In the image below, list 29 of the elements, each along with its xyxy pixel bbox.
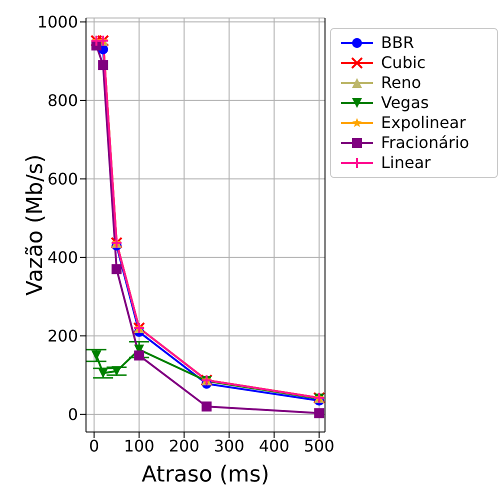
y-axis-title: Vazão (Mb/s)	[22, 154, 48, 296]
x-tick-label: 300	[214, 436, 244, 456]
x-tick-label: 100	[124, 436, 154, 456]
point	[98, 368, 108, 378]
y-tick-label: 0	[68, 405, 78, 424]
legend-label: Reno	[381, 73, 422, 93]
y-tick-label: 1000	[37, 12, 78, 32]
x-tick-label: 500	[304, 436, 334, 456]
point	[134, 350, 144, 360]
legend-label: Linear	[381, 153, 431, 173]
legend-label: Fracionário	[381, 133, 470, 153]
point	[202, 401, 212, 412]
x-tick-label: 0	[89, 436, 100, 456]
legend-label: Cubic	[381, 53, 426, 73]
legend-label: BBR	[381, 33, 414, 53]
y-tick-label: 800	[47, 91, 78, 110]
y-tick-label: 200	[47, 326, 78, 346]
y-tick-label: 400	[47, 248, 78, 268]
x-axis-title: Atraso (ms)	[142, 462, 270, 488]
point	[112, 366, 122, 376]
y-tick-label: 600	[47, 170, 78, 189]
point	[314, 408, 324, 418]
point	[91, 350, 102, 360]
point	[112, 264, 122, 274]
legend-label: Expolinear	[381, 113, 466, 133]
point	[98, 60, 108, 70]
x-tick-label: 400	[258, 436, 290, 456]
legend-label: Vegas	[381, 93, 429, 113]
x-tick-label: 200	[168, 436, 200, 456]
